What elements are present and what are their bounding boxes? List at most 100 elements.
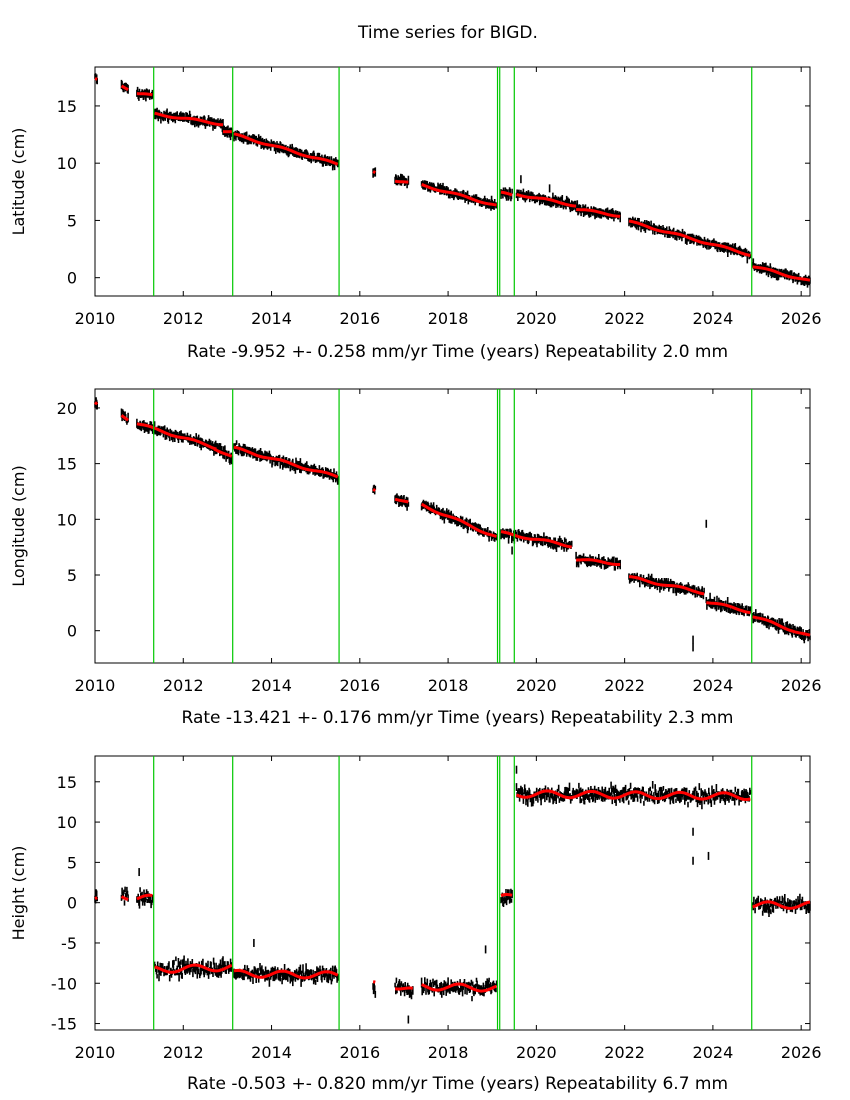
x-tick-label: 2024 (693, 309, 734, 328)
x-tick-label: 2020 (516, 309, 557, 328)
y-tick-label: -15 (51, 1015, 77, 1034)
model-fit (154, 963, 233, 974)
x-tick-label: 2010 (75, 1043, 116, 1062)
model-fit (94, 401, 99, 406)
model-fit (500, 893, 513, 897)
x-tick-label: 2026 (781, 676, 822, 695)
y-tick-label: 10 (57, 510, 77, 529)
data-series (94, 397, 811, 644)
model-fit (120, 414, 129, 422)
data-series (94, 73, 811, 288)
model-fit (213, 447, 233, 458)
y-tick-label: 0 (67, 622, 77, 641)
data-segment (153, 955, 233, 982)
x-tick-label: 2014 (251, 309, 292, 328)
rate-caption: Rate -0.503 +- 0.820 mm/yr Time (years) … (187, 1074, 728, 1094)
plot-frame (94, 66, 811, 297)
chart-panels: 2010 2012 2014 2016 2018 2020 2022 2024 20260510… (9, 66, 822, 1094)
y-tick-label: -10 (51, 974, 77, 993)
model-series (94, 77, 811, 282)
model-fit (136, 92, 153, 97)
model-fit (394, 497, 409, 504)
x-tick-label: 2012 (163, 1043, 204, 1062)
y-tick-label: -5 (61, 934, 77, 953)
chart-latitude: 2010 2012 2014 2016 2018 2020 2022 2024 2026 0 5 10… (9, 66, 822, 362)
model-fit (136, 893, 153, 901)
x-tick-label: 2024 (693, 676, 734, 695)
model-fit (94, 77, 98, 81)
y-tick-label: 5 (67, 211, 77, 230)
model-fit (394, 179, 409, 184)
model-series (94, 401, 811, 637)
y-tick-label: 10 (57, 154, 77, 173)
x-tick-label: 2016 (339, 1043, 380, 1062)
model-fit (420, 502, 498, 538)
data-segment (233, 130, 339, 171)
model-fit (515, 789, 751, 802)
model-fit (500, 190, 513, 197)
model-fit (372, 170, 377, 175)
x-tick-label: 2022 (604, 676, 645, 695)
model-fit (516, 192, 577, 208)
model-series (94, 789, 811, 993)
model-fit (752, 615, 811, 637)
model-fit (372, 980, 376, 984)
model-fit (421, 183, 497, 207)
x-tick-label: 2024 (693, 1043, 734, 1062)
data-segment (372, 983, 377, 998)
chart-longitude: 2010 2012 2014 2016 2018 2020 2022 2024 2026 0 5 10… (9, 388, 822, 728)
y-axis-label: Latitude (cm) (9, 128, 28, 236)
y-tick-label: 15 (57, 455, 77, 474)
model-fit (752, 265, 811, 282)
model-fit (233, 445, 339, 479)
rate-caption: Rate -9.952 +- 0.258 mm/yr Time (years) … (187, 342, 728, 362)
model-fit (420, 982, 498, 993)
data-segment (94, 889, 98, 904)
y-tick-label: 0 (67, 269, 77, 288)
model-fit (233, 968, 339, 980)
x-tick-label: 2022 (604, 309, 645, 328)
chart-height: 2010 2012 2014 2016 2018 2020 2022 2024 2026 -15 -… (9, 755, 822, 1094)
x-tick-label: 2020 (516, 676, 557, 695)
x-tick-label: 2016 (339, 309, 380, 328)
figure-title: Time series for BIGD. (357, 23, 538, 43)
y-axis-label: Height (cm) (9, 846, 28, 941)
x-tick-label: 2026 (781, 1043, 822, 1062)
y-tick-label: 10 (57, 813, 77, 832)
rate-caption: Rate -13.421 +- 0.176 mm/yr Time (years)… (182, 708, 734, 728)
x-tick-label: 2026 (781, 309, 822, 328)
data-segment (500, 888, 513, 907)
x-tick-label: 2010 (75, 676, 116, 695)
model-fit (120, 84, 129, 92)
y-tick-label: 20 (57, 399, 77, 418)
model-fit (94, 896, 98, 900)
model-fit (394, 986, 413, 991)
plot-frame (94, 388, 811, 664)
x-tick-label: 2018 (428, 1043, 469, 1062)
x-tick-label: 2012 (163, 309, 204, 328)
y-tick-label: 5 (67, 566, 77, 585)
model-fit (372, 487, 377, 492)
model-fit (233, 132, 339, 166)
y-tick-label: 15 (57, 773, 77, 792)
model-fit (628, 575, 705, 596)
model-fit (576, 208, 621, 218)
x-tick-label: 2012 (163, 676, 204, 695)
x-tick-label: 2020 (516, 1043, 557, 1062)
plot-frame (94, 755, 811, 1031)
x-tick-label: 2010 (75, 309, 116, 328)
x-tick-label: 2016 (339, 676, 380, 695)
model-fit (628, 219, 751, 257)
model-fit (752, 900, 811, 910)
model-fit (500, 530, 572, 549)
y-tick-label: 5 (67, 853, 77, 872)
model-fit (136, 422, 217, 451)
y-tick-label: 15 (57, 97, 77, 116)
y-axis-label: Longitude (cm) (9, 465, 28, 587)
model-fit (120, 895, 129, 901)
x-tick-label: 2014 (251, 676, 292, 695)
x-tick-label: 2018 (428, 676, 469, 695)
x-tick-label: 2014 (251, 1043, 292, 1062)
x-tick-label: 2018 (428, 309, 469, 328)
